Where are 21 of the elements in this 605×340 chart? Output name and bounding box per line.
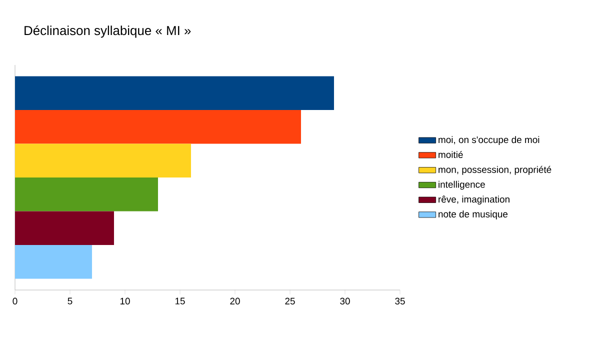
x-tick-label: 30 — [340, 298, 350, 304]
x-tick-label: 20 — [230, 298, 240, 304]
bar — [15, 144, 192, 178]
bar — [15, 178, 158, 212]
x-tick-label: 10 — [120, 298, 130, 304]
bar — [15, 211, 114, 245]
x-tick-label: 35 — [395, 298, 405, 304]
legend-label: note de musique — [438, 210, 508, 220]
bar — [15, 245, 92, 279]
legend-label: mon, possession, propriété — [438, 166, 552, 175]
bar — [15, 76, 334, 110]
x-tick-label: 15 — [175, 298, 185, 304]
legend-label: moi, on s'occupe de moi — [438, 136, 540, 145]
chart-title: Déclinaison syllabique « MI » — [24, 25, 191, 38]
x-tick-label: 5 — [68, 298, 72, 304]
legend-label: rêve, imagination — [438, 196, 510, 205]
x-tick-label: 25 — [285, 298, 295, 304]
x-tick-label: 0 — [12, 298, 18, 304]
legend-label: moitié — [438, 150, 463, 158]
legend-label: intelligence — [438, 180, 485, 190]
bar — [15, 110, 302, 144]
